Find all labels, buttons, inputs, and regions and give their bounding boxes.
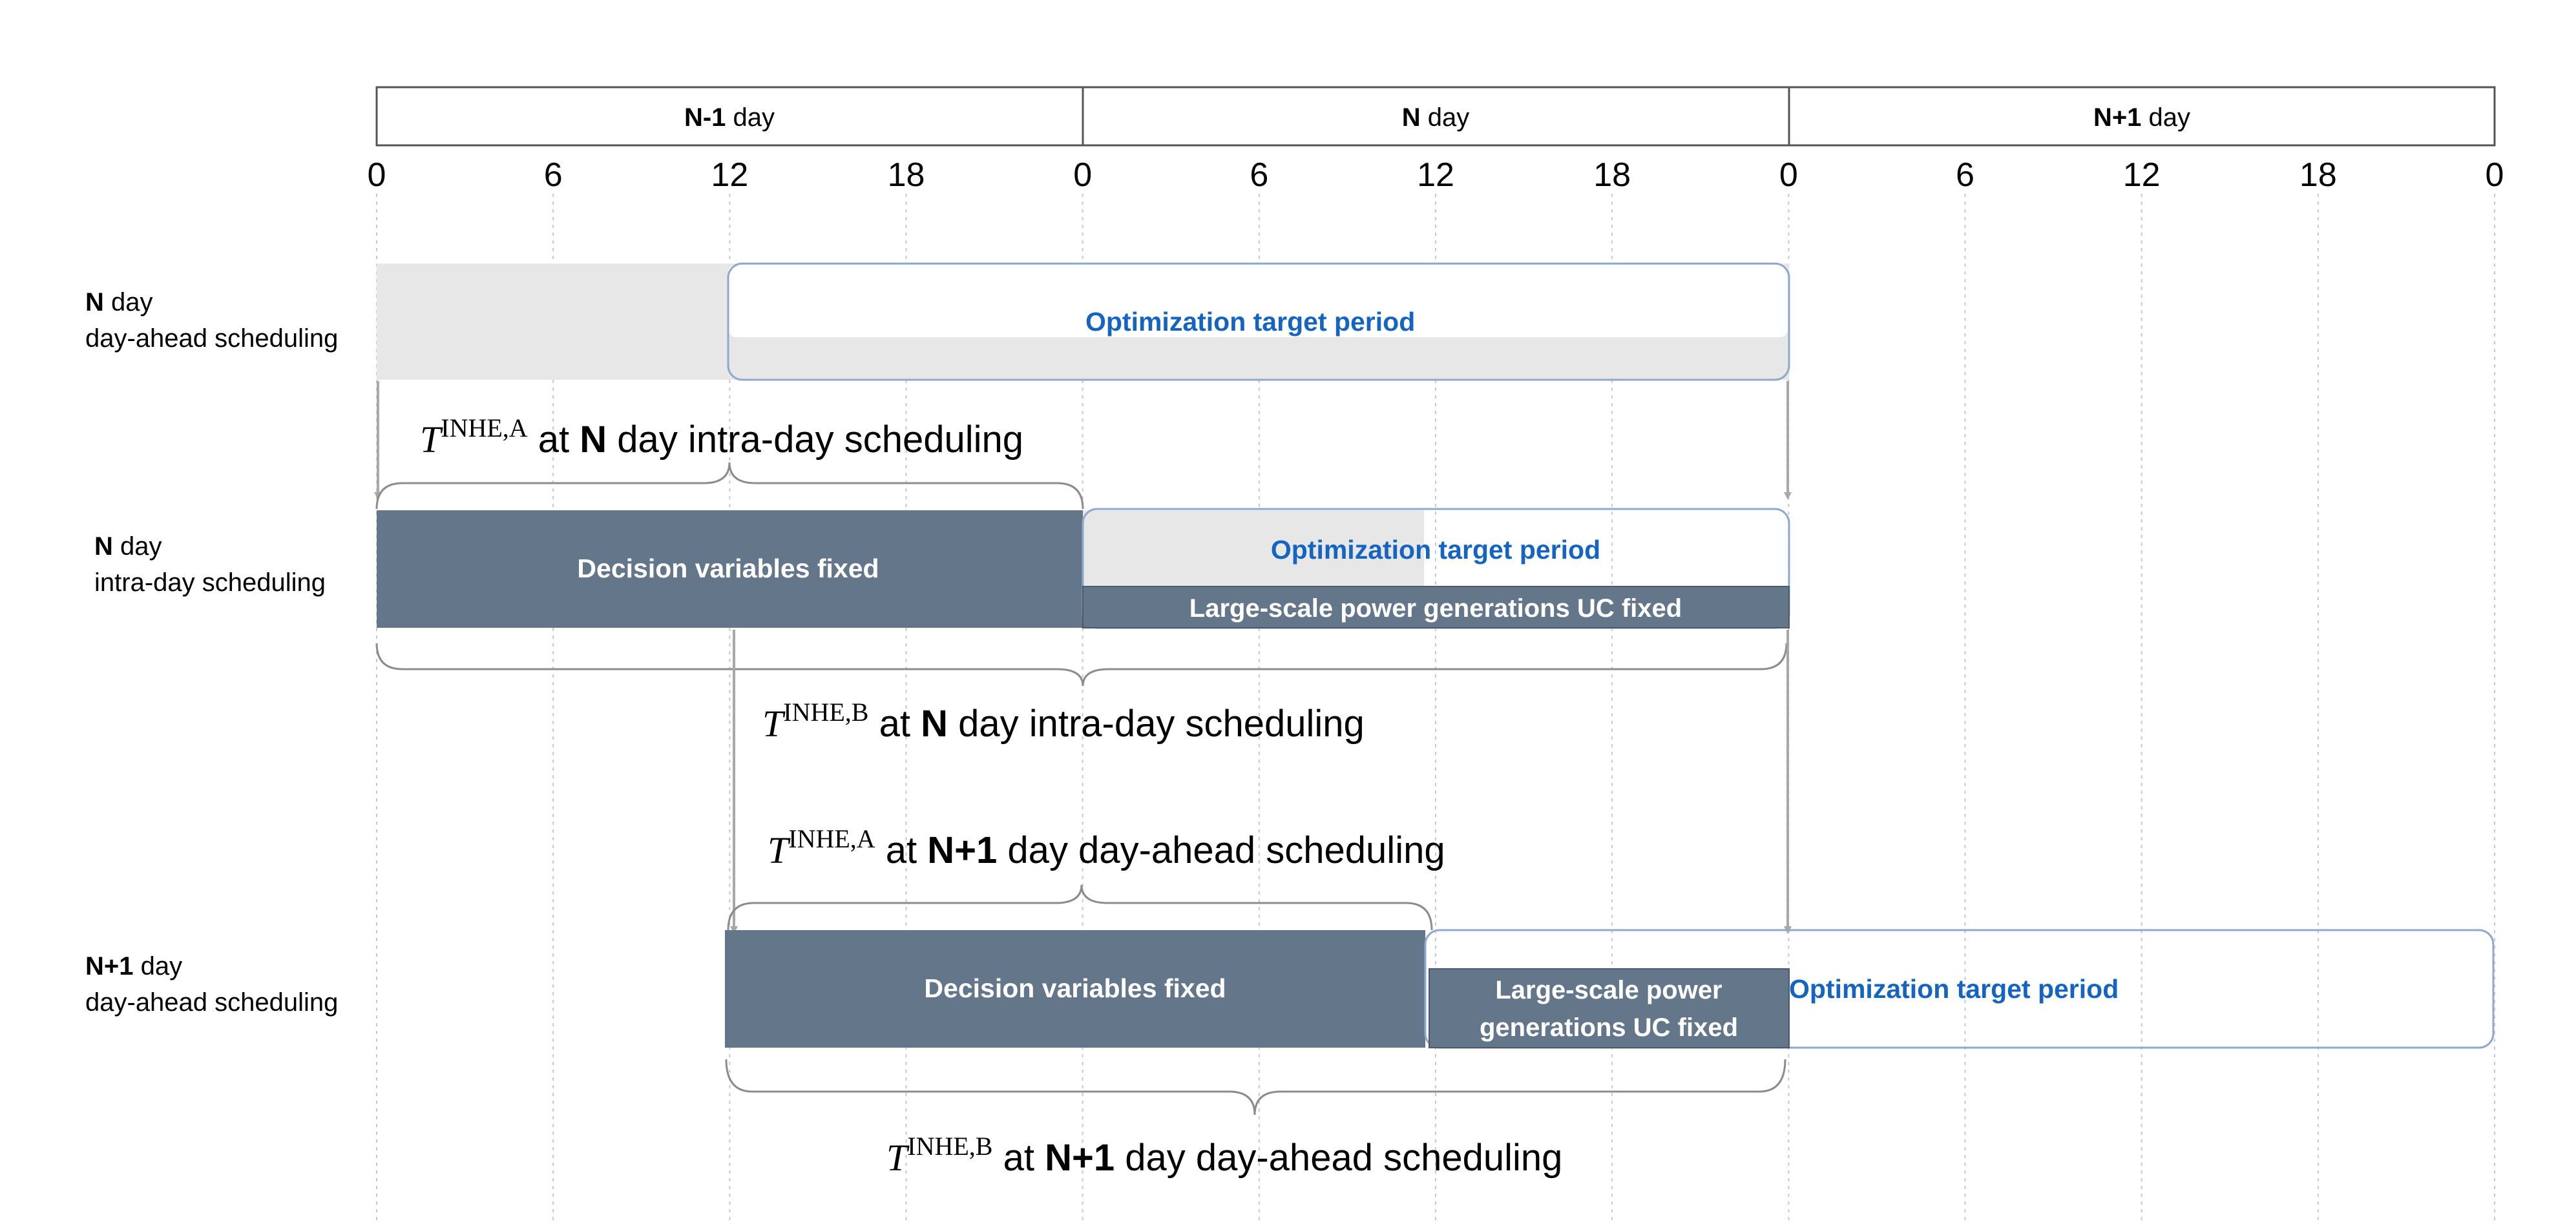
- row-label-n-intra-day-bold: N: [94, 532, 113, 561]
- brace-inhe-a-n1-ahead: TINHE,A at N+1 day day-ahead scheduling: [727, 824, 1445, 931]
- brace-b-n1-ahead-label: TINHE,B at N+1 day day-ahead scheduling: [886, 1132, 1562, 1179]
- hour-tick-label: 0: [1073, 156, 1092, 194]
- day-cell-n-minus-1: [375, 86, 1084, 147]
- row-label-n-day-ahead-bold: N: [85, 288, 104, 316]
- row3-optimization-label: Optimization target period: [1789, 974, 2119, 1004]
- brace-b-n-intra-label: TINHE,B at N day intra-day scheduling: [762, 698, 1365, 745]
- hour-tick-label: 6: [544, 156, 563, 194]
- row3-uc-fixed-label: Large-scale power generations UC fixed: [1480, 976, 1738, 1042]
- row-label-n1-day-ahead-bold: N+1: [85, 952, 134, 980]
- row3-optimization-period-outline: [1424, 929, 2495, 1049]
- row1-optimization-label: Optimization target period: [1085, 307, 1415, 337]
- row-label-n-intra-day-suffix: day: [112, 532, 162, 561]
- row-n-intra-day: Decision variables fixed Optimization ta…: [377, 508, 1790, 629]
- brace-a-n-intra: [375, 462, 1084, 510]
- brace-b-n1-ahead: [725, 1059, 1786, 1115]
- row1-optimization-period-outline: [727, 262, 1790, 381]
- day-header: N-1 day N day N+1 day: [375, 86, 2496, 147]
- hour-tick-label: 12: [1417, 156, 1454, 194]
- row1-white-patch: [728, 265, 1788, 337]
- row2-decision-fixed-bar: [377, 510, 1083, 628]
- row2-uc-fixed-label: Large-scale power generations UC fixed: [1189, 594, 1682, 623]
- row2-optimization-label: Optimization target period: [1271, 535, 1600, 565]
- day-cell-n-plus-1: [1788, 86, 2496, 147]
- row-label-n-day-ahead-suffix: day: [103, 288, 153, 316]
- brace-b-n-intra: [375, 643, 1788, 687]
- hour-tick-label: 0: [1779, 156, 1798, 194]
- row-label-n1-day-ahead-line2: day-ahead scheduling: [85, 988, 339, 1017]
- row-label-n-day-ahead-line2: day-ahead scheduling: [85, 324, 339, 353]
- day-label-n: N day: [1402, 103, 1470, 132]
- brace-a-n1-ahead-label: TINHE,A at N+1 day day-ahead scheduling: [768, 824, 1445, 871]
- row-label-n1-day-ahead-suffix: day: [133, 952, 183, 980]
- row3-decision-fixed-label: Decision variables fixed: [924, 973, 1226, 1003]
- brace-inhe-a-n-intra: TINHE,A at N day intra-day scheduling: [375, 413, 1084, 510]
- hour-tick-label: 6: [1956, 156, 1974, 194]
- day-label-n-plus-1: N+1 day: [2093, 103, 2190, 132]
- row2-grey-fill: [1083, 510, 1424, 586]
- brace-a-n1-ahead: [727, 884, 1433, 931]
- row2-decision-fixed-label: Decision variables fixed: [577, 554, 879, 583]
- row-label-n-day-ahead: N day day-ahead scheduling: [85, 284, 338, 357]
- row3-decision-fixed-bar: [725, 930, 1425, 1048]
- day-cell-n: [1082, 86, 1790, 147]
- hour-tick-label: 12: [711, 156, 748, 194]
- row3-uc-fixed-bar: [1429, 968, 1790, 1048]
- row-label-n-intra-day-line2: intra-day scheduling: [94, 568, 326, 597]
- row2-uc-fixed-bar: [1082, 586, 1790, 628]
- row-label-n1-day-ahead: N+1 day day-ahead scheduling: [85, 948, 338, 1021]
- brace-inhe-b-n-intra: TINHE,B at N day intra-day scheduling: [375, 643, 1788, 745]
- hour-tick-label: 12: [2123, 156, 2161, 194]
- row-n-day-ahead: Optimization target period: [377, 262, 1790, 381]
- row-n1-day-ahead: Decision variables fixed Large-scale pow…: [725, 929, 2495, 1049]
- hour-tick-label: 0: [368, 156, 386, 194]
- day-label-n-minus-1: N-1 day: [684, 103, 775, 132]
- hour-tick-label: 0: [2486, 156, 2504, 194]
- hour-tick-label: 18: [888, 156, 925, 194]
- hour-tick-labels: 0 6 12 18 0 6 12 18 0 6 12 18 0: [368, 156, 2504, 194]
- row-label-n-intra-day: N day intra-day scheduling: [94, 528, 326, 601]
- hour-tick-label: 18: [1593, 156, 1631, 194]
- brace-inhe-b-n1-ahead: TINHE,B at N+1 day day-ahead scheduling: [725, 1059, 1786, 1179]
- hour-tick-label: 18: [2299, 156, 2337, 194]
- brace-a-n-intra-label: TINHE,A at N day intra-day scheduling: [420, 413, 1023, 461]
- hour-tick-label: 6: [1250, 156, 1268, 194]
